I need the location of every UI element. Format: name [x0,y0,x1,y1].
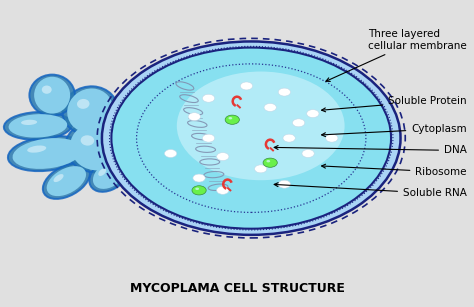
Circle shape [292,119,305,127]
Circle shape [304,151,308,154]
Ellipse shape [9,114,67,138]
Ellipse shape [63,86,118,135]
Circle shape [243,84,246,86]
Ellipse shape [98,169,106,176]
Circle shape [266,160,270,162]
Ellipse shape [12,138,82,169]
Circle shape [202,134,215,142]
Circle shape [326,134,338,142]
Circle shape [263,158,277,167]
Circle shape [205,136,209,138]
Ellipse shape [43,163,90,199]
Circle shape [217,186,229,194]
Ellipse shape [67,88,113,133]
Circle shape [111,48,391,229]
Text: Ribosome: Ribosome [321,164,467,177]
Circle shape [285,136,289,138]
Ellipse shape [27,146,46,153]
Ellipse shape [42,85,52,94]
Ellipse shape [77,99,90,109]
Circle shape [309,111,313,114]
Circle shape [295,120,299,123]
Circle shape [266,105,270,107]
Circle shape [257,166,261,169]
Circle shape [193,174,205,182]
Circle shape [192,186,206,195]
Ellipse shape [4,112,72,140]
Circle shape [195,188,199,190]
Text: Three layered
cellular membrane: Three layered cellular membrane [326,29,467,81]
Ellipse shape [70,124,119,170]
Circle shape [202,94,215,102]
Text: MYCOPLAMA CELL STRUCTURE: MYCOPLAMA CELL STRUCTURE [129,282,345,295]
Circle shape [302,150,314,157]
Text: Soluble RNA: Soluble RNA [274,183,467,198]
Text: Soluble Protein: Soluble Protein [321,96,467,112]
Ellipse shape [81,135,94,146]
Circle shape [225,115,239,124]
Circle shape [283,134,295,142]
Circle shape [278,88,291,96]
Circle shape [102,41,401,235]
Ellipse shape [93,161,125,189]
Circle shape [191,114,194,117]
Circle shape [281,182,284,184]
Ellipse shape [46,166,86,196]
Circle shape [195,176,199,178]
Ellipse shape [8,136,87,171]
Circle shape [188,113,201,121]
Text: DNA: DNA [274,146,467,155]
Circle shape [219,154,223,157]
Circle shape [281,90,284,92]
Circle shape [177,72,345,180]
Circle shape [240,82,253,90]
Circle shape [328,136,332,138]
Circle shape [205,96,209,98]
Circle shape [255,165,267,173]
Circle shape [164,150,177,157]
Circle shape [228,117,232,119]
Ellipse shape [21,120,37,125]
Circle shape [278,180,291,188]
Circle shape [307,110,319,118]
Circle shape [219,188,223,190]
Ellipse shape [54,174,64,182]
Ellipse shape [89,158,129,192]
Text: Cytoplasm: Cytoplasm [321,124,467,137]
Ellipse shape [34,77,70,114]
Ellipse shape [29,75,75,116]
Circle shape [264,103,276,111]
Circle shape [217,153,229,161]
Circle shape [167,151,171,154]
Ellipse shape [65,122,124,173]
